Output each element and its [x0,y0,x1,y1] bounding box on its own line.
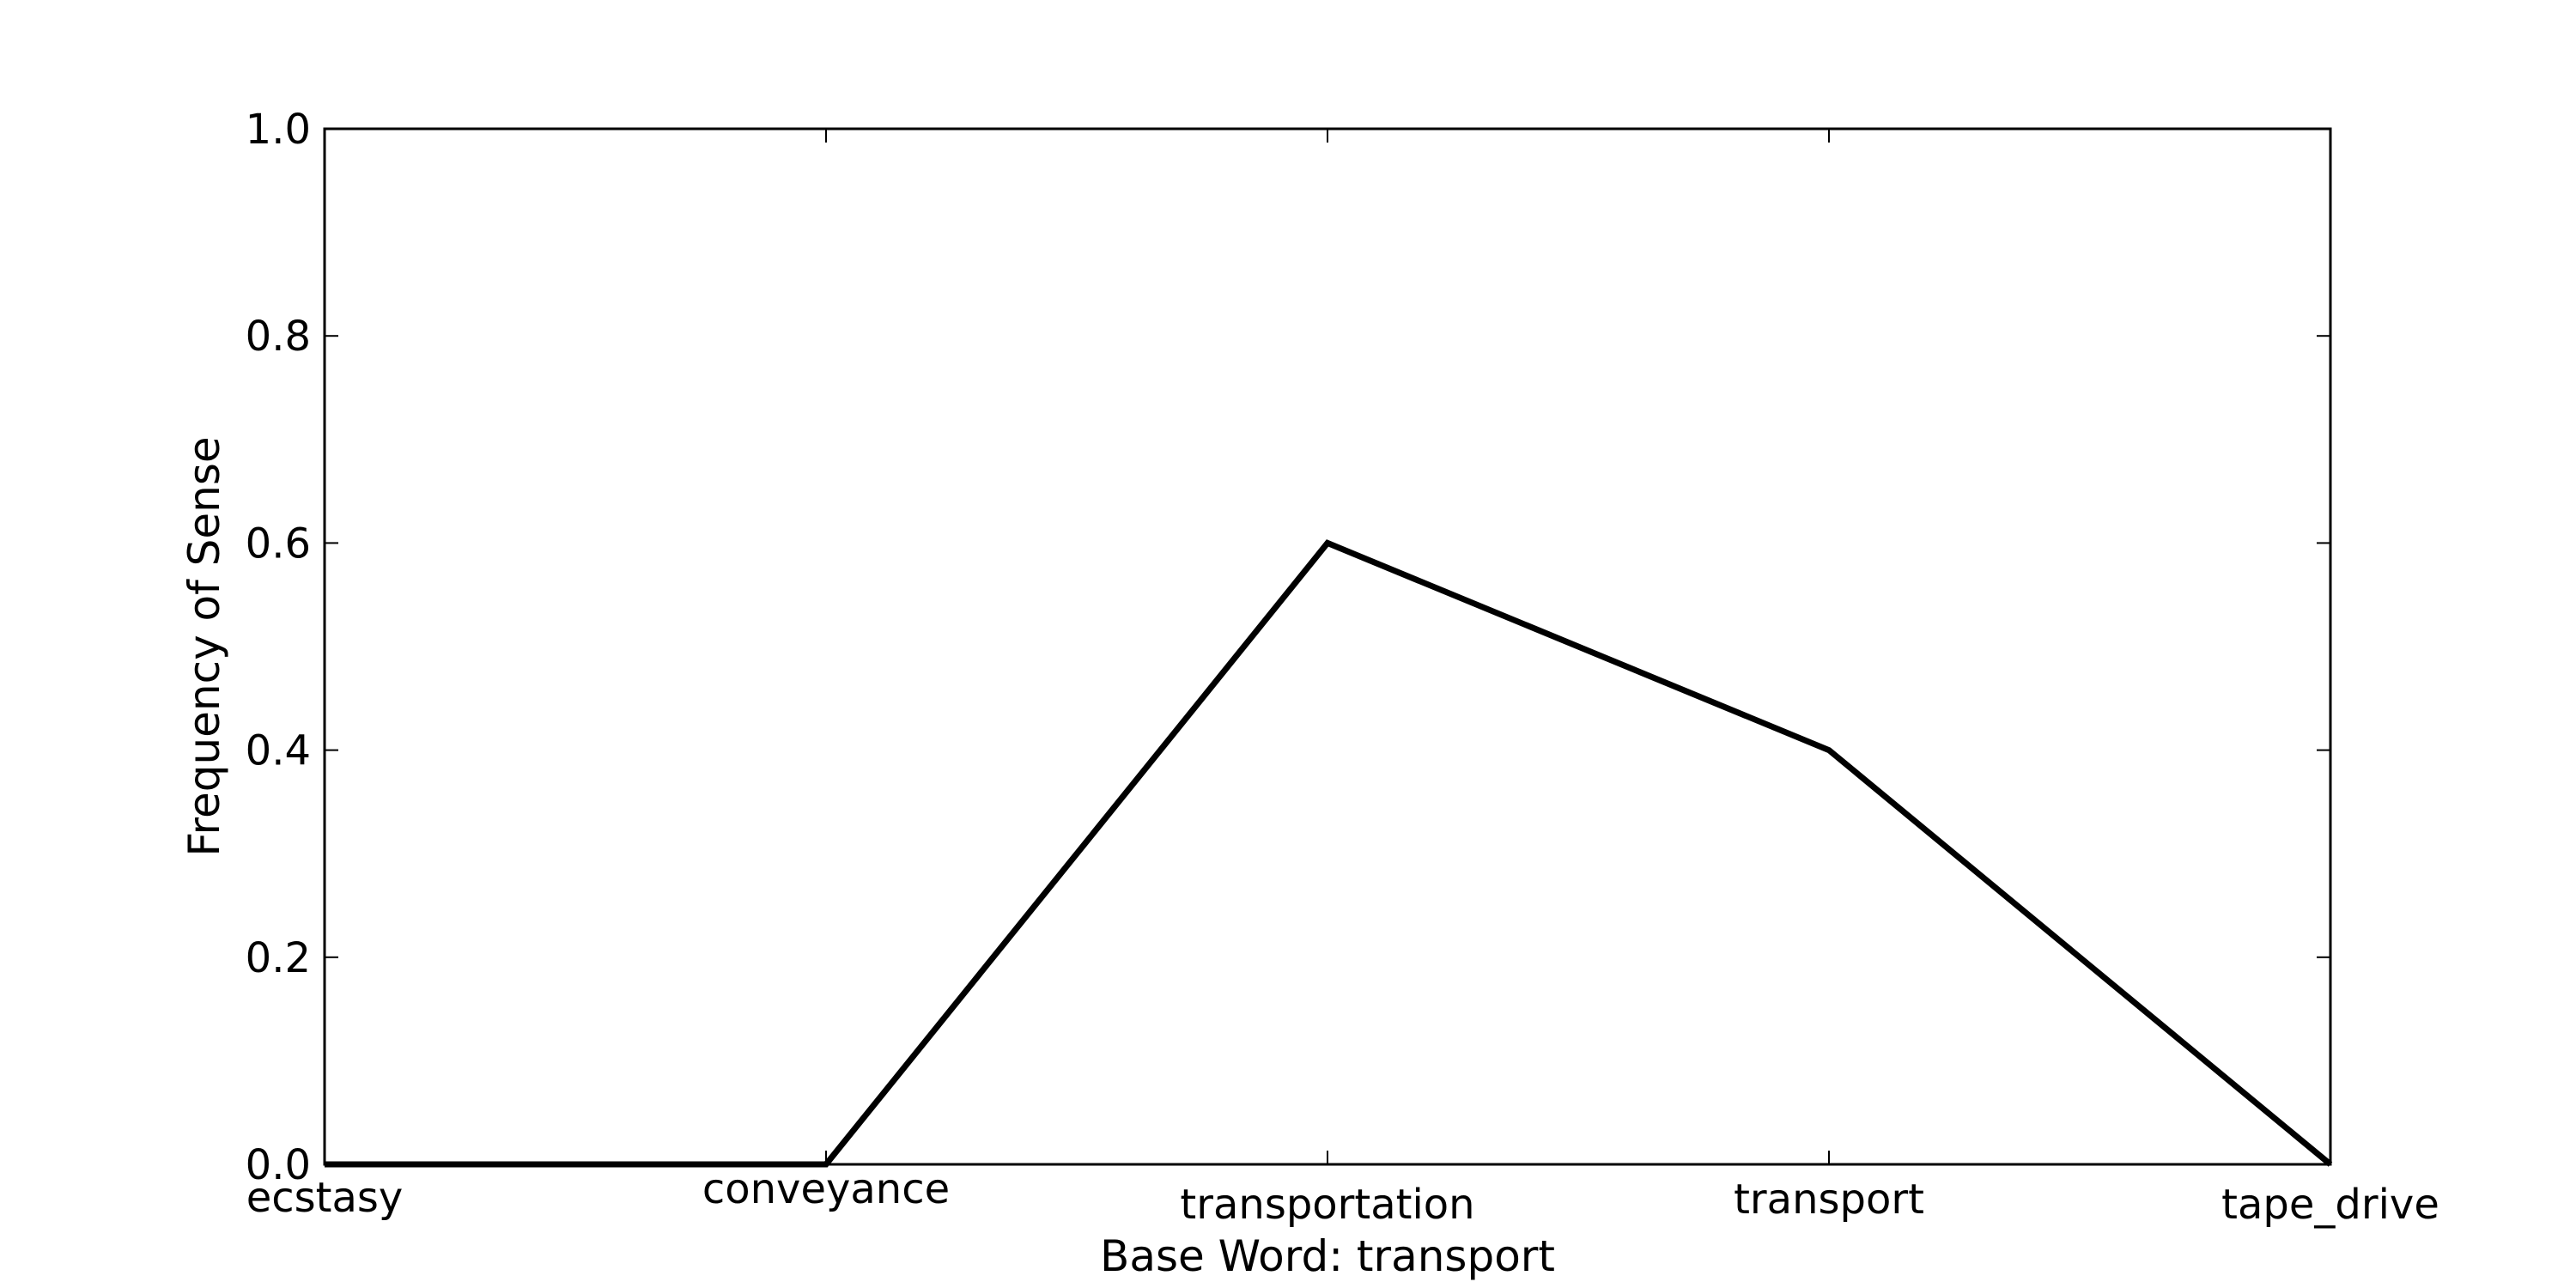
x-axis-label: Base Word: transport [1100,1231,1555,1281]
data-point [1327,542,1328,544]
y-tick-label: 0.4 [246,727,311,775]
x-axis-ticks: ecstasy conveyance transportation transport… [246,129,2439,1229]
x-tick-label: ecstasy [246,1174,404,1222]
series-lines [324,539,2333,1168]
y-tick-label: 1.0 [246,106,311,154]
y-tick-label: 0.2 [246,934,311,982]
y-axis-ticks: 0.0 0.2 0.4 0.6 0.8 1.0 [246,106,2330,1189]
y-axis-label: Frequency of Sense [179,436,229,856]
plot-area-frame [323,127,2332,1166]
series-line [325,539,2333,1168]
x-tick-label: tape_drive [2221,1181,2439,1229]
y-tick-label: 0.6 [246,519,311,568]
y-tick-label: 0.8 [246,313,311,361]
x-tick-label: transportation [1180,1181,1474,1229]
y-tick-label: 0.0 [246,1141,311,1189]
x-tick-label: conveyance [702,1165,950,1213]
x-tick-label: transport [1734,1176,1924,1224]
